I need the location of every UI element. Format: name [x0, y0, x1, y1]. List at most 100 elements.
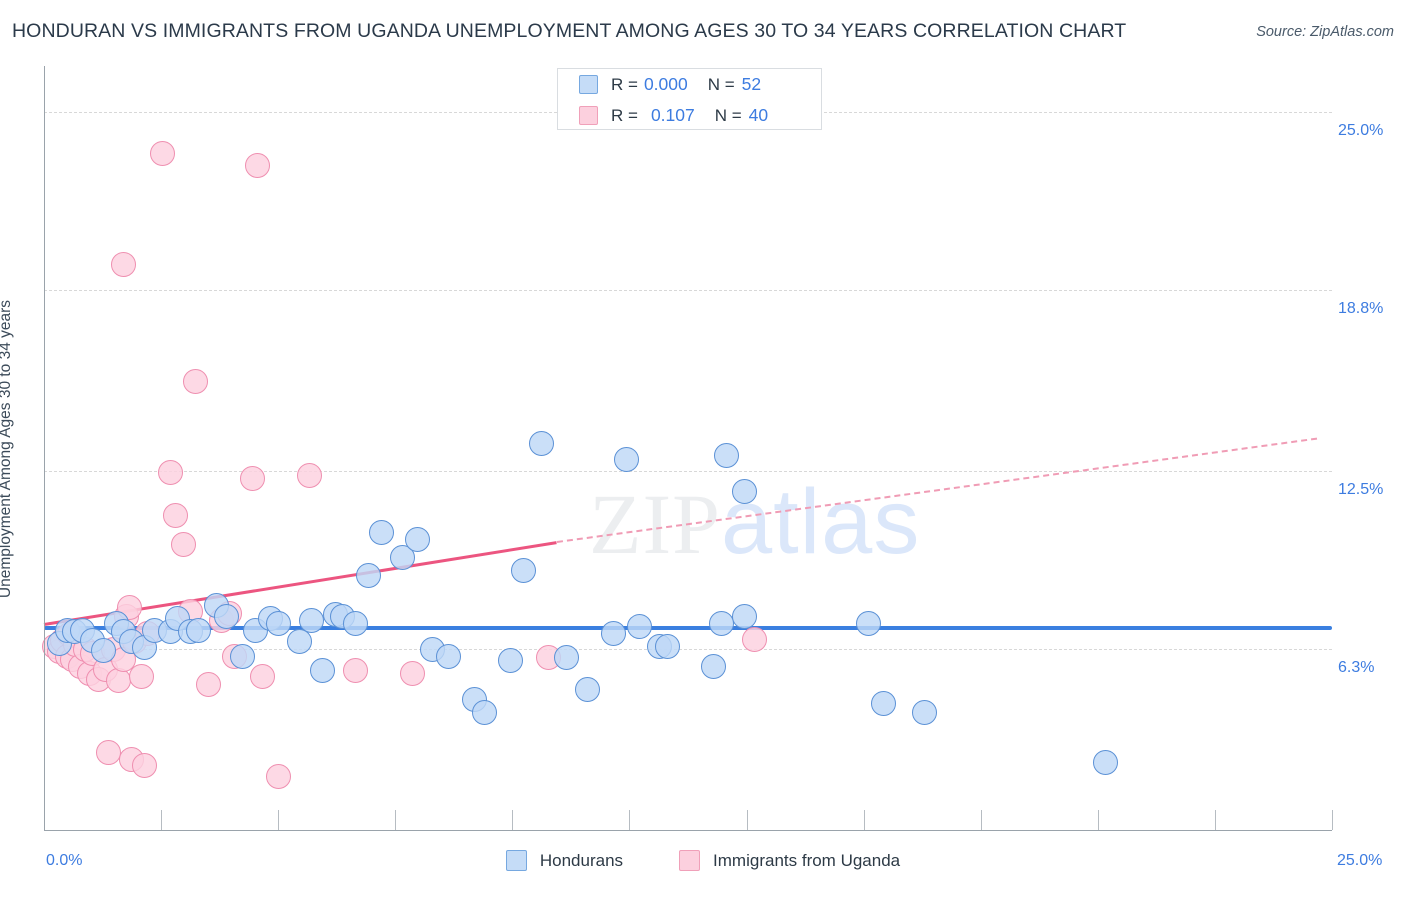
trendline-uganda-dashed [556, 437, 1317, 544]
data-point-hondurans[interactable] [600, 620, 626, 646]
stats-legend: R = 0.000 N = 52 R = 0.107 N = 40 [557, 68, 822, 130]
y-tick-label: 12.5% [1338, 480, 1384, 498]
data-point-hondurans[interactable] [299, 607, 325, 633]
y-tick-label: 18.8% [1338, 300, 1384, 318]
data-point-uganda[interactable] [149, 141, 175, 167]
data-point-uganda[interactable] [111, 251, 137, 277]
x-tick-mark [1214, 810, 1216, 830]
x-tick-mark [1332, 810, 1333, 830]
data-point-hondurans[interactable] [229, 643, 255, 669]
data-point-hondurans[interactable] [368, 520, 394, 546]
series-swatch-hondurans [505, 850, 527, 871]
data-point-hondurans[interactable] [528, 431, 554, 457]
data-point-hondurans[interactable] [912, 699, 938, 725]
data-point-hondurans[interactable] [471, 699, 497, 725]
data-point-hondurans[interactable] [286, 629, 312, 655]
n-label-hondurans: N = [707, 74, 735, 94]
data-point-uganda[interactable] [196, 672, 222, 698]
x-axis-line [44, 830, 1332, 831]
stats-legend-row-hondurans: R = 0.000 N = 52 [558, 69, 823, 100]
data-point-uganda[interactable] [399, 660, 425, 686]
x-tick-label-max: 25.0% [1337, 852, 1383, 869]
y-tick-label: 6.3% [1338, 659, 1375, 677]
data-point-uganda[interactable] [245, 152, 271, 178]
x-tick-mark [278, 810, 280, 830]
gridline-y [44, 649, 1332, 651]
data-point-hondurans[interactable] [343, 610, 369, 636]
data-point-hondurans[interactable] [732, 478, 758, 504]
data-point-uganda[interactable] [240, 465, 266, 491]
x-tick-mark [980, 810, 982, 830]
data-point-hondurans[interactable] [356, 563, 382, 589]
series-label-hondurans: Hondurans [539, 850, 624, 870]
data-point-hondurans[interactable] [708, 610, 734, 636]
source-note: Source: ZipAtlas.com [1256, 24, 1394, 40]
y-axis-line [44, 66, 45, 830]
data-point-hondurans[interactable] [701, 653, 727, 679]
data-point-hondurans[interactable] [435, 643, 461, 669]
data-point-hondurans[interactable] [405, 527, 431, 553]
data-point-uganda[interactable] [343, 658, 369, 684]
legend-swatch-hondurans [579, 75, 598, 94]
data-point-uganda[interactable] [106, 668, 132, 694]
data-point-hondurans[interactable] [186, 617, 212, 643]
watermark-zip: ZIP [589, 476, 721, 572]
r-value-hondurans: 0.000 [643, 74, 688, 94]
data-point-uganda[interactable] [265, 764, 291, 790]
data-point-uganda[interactable] [296, 462, 322, 488]
data-point-hondurans[interactable] [214, 603, 240, 629]
data-point-uganda[interactable] [162, 502, 188, 528]
r-label-hondurans: R = [611, 74, 638, 94]
data-point-hondurans[interactable] [855, 610, 881, 636]
x-tick-mark [161, 810, 163, 830]
stats-legend-row-uganda: R = 0.107 N = 40 [558, 100, 823, 131]
data-point-hondurans[interactable] [714, 442, 740, 468]
x-tick-mark [863, 810, 865, 830]
trendline-hondurans [44, 625, 1332, 630]
series-legend: Hondurans Immigrants from Uganda [0, 850, 1406, 871]
x-tick-mark [395, 810, 397, 830]
x-tick-mark [746, 810, 748, 830]
data-point-hondurans[interactable] [265, 610, 291, 636]
x-tick-label-min: 0.0% [46, 852, 83, 869]
gridline-y [44, 290, 1332, 292]
x-tick-mark [1097, 810, 1099, 830]
series-swatch-uganda [679, 850, 701, 871]
data-point-hondurans[interactable] [654, 633, 680, 659]
x-tick-mark [512, 810, 514, 830]
data-point-uganda[interactable] [95, 739, 121, 765]
data-point-hondurans[interactable] [732, 603, 758, 629]
data-point-uganda[interactable] [170, 531, 196, 557]
legend-swatch-uganda [579, 106, 598, 125]
data-point-hondurans[interactable] [1092, 750, 1118, 775]
x-tick-mark [629, 810, 631, 830]
r-label-uganda: R = [611, 105, 638, 125]
y-tick-label: 25.0% [1338, 121, 1384, 139]
data-point-uganda[interactable] [131, 752, 157, 778]
y-axis-title: Unemployment Among Ages 30 to 34 years [0, 299, 14, 599]
data-point-hondurans[interactable] [510, 557, 536, 583]
data-point-hondurans[interactable] [575, 676, 601, 702]
r-value-uganda: 0.107 [650, 105, 695, 125]
data-point-hondurans[interactable] [497, 648, 523, 674]
series-label-uganda: Immigrants from Uganda [713, 850, 901, 870]
data-point-uganda[interactable] [250, 663, 276, 689]
series-legend-item-uganda[interactable]: Immigrants from Uganda [679, 850, 900, 871]
data-point-uganda[interactable] [742, 626, 768, 652]
gridline-y [44, 470, 1332, 472]
data-point-uganda[interactable] [183, 369, 209, 395]
data-point-hondurans[interactable] [90, 637, 116, 663]
data-point-hondurans[interactable] [871, 691, 897, 717]
data-point-uganda[interactable] [157, 459, 183, 485]
data-point-uganda[interactable] [129, 663, 155, 689]
n-value-uganda: 40 [748, 105, 769, 125]
plot-area: ZIPatlas [41, 66, 1332, 830]
data-point-hondurans[interactable] [626, 613, 652, 639]
page-title: HONDURAN VS IMMIGRANTS FROM UGANDA UNEMP… [12, 20, 1127, 42]
data-point-hondurans[interactable] [554, 645, 580, 671]
n-value-hondurans: 52 [741, 74, 762, 94]
series-legend-item-hondurans[interactable]: Hondurans [505, 850, 624, 871]
data-point-hondurans[interactable] [613, 446, 639, 472]
data-point-hondurans[interactable] [309, 658, 335, 684]
